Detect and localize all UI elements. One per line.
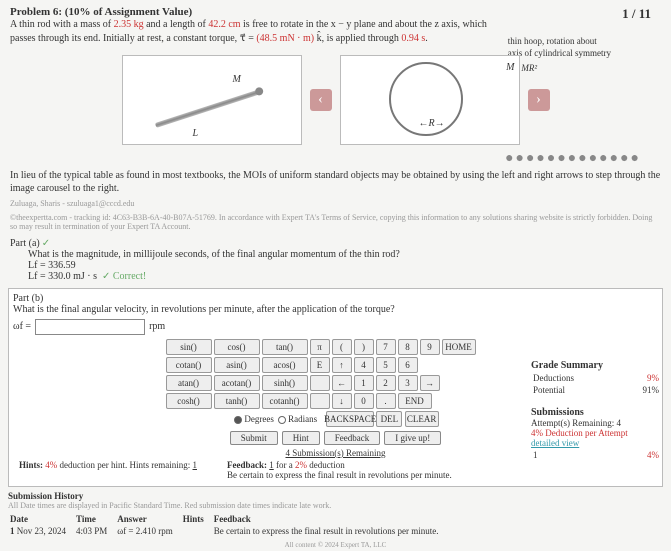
fn-asin[interactable]: asin() (214, 357, 260, 373)
angle-mode: Degrees Radians BACKSPACE DEL CLEAR (166, 411, 506, 427)
part-a-label: Part (a) (10, 238, 50, 249)
label-R: ←R→ (419, 118, 445, 129)
fn-acos[interactable]: acos() (262, 357, 308, 373)
hints-text: Hints: 4% deduction per hint. Hints rema… (19, 460, 197, 480)
attempts-remaining: Attempt(s) Remaining: 4 (531, 418, 661, 428)
problem-label: Problem 6: (10% of Assignment Value) (10, 6, 661, 18)
fn-tan[interactable]: tan() (262, 339, 308, 355)
fn-cotanh[interactable]: cotanh() (262, 393, 308, 409)
fn-cotan[interactable]: cotan() (166, 357, 212, 373)
fn-sin[interactable]: sin() (166, 339, 212, 355)
key-left[interactable]: ← (332, 375, 352, 391)
hoop-info: thin hoop, rotation about axis of cylind… (508, 36, 611, 75)
carousel-prev-button[interactable]: ‹ (310, 89, 332, 111)
page-counter: 1 / 11 (622, 6, 651, 22)
history-table: Date Time Answer Hints Feedback 1 Nov 23… (8, 512, 448, 538)
key-blank2[interactable] (310, 393, 330, 409)
calculator-pad: sin() cos() tan() π ( ) 7 8 9 HOME cotan… (166, 339, 506, 427)
key-lpar[interactable]: ( (332, 339, 352, 355)
history-header-row: Date Time Answer Hints Feedback (10, 514, 446, 524)
context-text: In lieu of the typical table as found in… (0, 167, 671, 197)
key-clear[interactable]: CLEAR (405, 411, 439, 427)
key-up[interactable]: ↑ (332, 357, 352, 373)
key-5[interactable]: 5 (376, 357, 396, 373)
answer-unit: rpm (149, 321, 165, 332)
key-4[interactable]: 4 (354, 357, 374, 373)
key-end[interactable]: END (398, 393, 432, 409)
rod-diagram: L M (122, 55, 302, 145)
key-8[interactable]: 8 (398, 339, 418, 355)
history-row: 1 Nov 23, 2024 4:03 PM ωf = 2.410 rpm Be… (10, 526, 446, 536)
answer-input[interactable] (35, 319, 145, 335)
radians-radio[interactable] (278, 416, 286, 424)
detailed-view-link[interactable]: detailed view (531, 438, 661, 448)
fn-atan[interactable]: atan() (166, 375, 212, 391)
label-M2: M (506, 62, 514, 73)
key-pi[interactable]: π (310, 339, 330, 355)
submission-history: Submission History All Date times are di… (8, 491, 663, 538)
degrees-radio[interactable] (234, 416, 242, 424)
carousel-dots[interactable]: ●●●●●●●●●●●●● (0, 151, 671, 167)
answer-row: ωf = rpm (13, 319, 658, 335)
part-a-given: Lf = 336.59 (10, 260, 661, 271)
key-rpar[interactable]: ) (354, 339, 374, 355)
key-1[interactable]: 1 (354, 375, 374, 391)
feedback-button[interactable]: Feedback (324, 431, 380, 445)
grade-summary: Grade Summary Deductions9% Potential91% … (531, 360, 661, 462)
key-dot[interactable]: . (376, 393, 396, 409)
hoop-diagram: ←R→ M (340, 55, 520, 145)
student-credit: Zuluaga, Sharis - szuluaga1@cccd.edu (0, 197, 671, 211)
feedback-text: Feedback: 1 for a 2% deduction Be certai… (227, 460, 452, 480)
label-L: L (193, 128, 199, 139)
part-b-question: What is the final angular velocity, in r… (13, 304, 658, 315)
key-home[interactable]: HOME (442, 339, 476, 355)
key-backspace[interactable]: BACKSPACE (326, 411, 374, 427)
key-down[interactable]: ↓ (332, 393, 352, 409)
history-note: All Date times are displayed in Pacific … (8, 501, 663, 510)
fn-cosh[interactable]: cosh() (166, 393, 212, 409)
part-a-question: What is the magnitude, in millijoule sec… (10, 249, 661, 260)
hint-button[interactable]: Hint (282, 431, 320, 445)
history-title: Submission History (8, 491, 83, 501)
key-0[interactable]: 0 (354, 393, 374, 409)
part-a: Part (a) What is the magnitude, in milli… (0, 234, 671, 284)
answer-var: ωf = (13, 321, 31, 332)
fn-cos[interactable]: cos() (214, 339, 260, 355)
submissions-title: Submissions (531, 407, 661, 418)
fn-tanh[interactable]: tanh() (214, 393, 260, 409)
part-a-answer: Lf = 330.0 mJ · s ✓ Correct! (10, 271, 661, 282)
key-right[interactable]: → (420, 375, 440, 391)
carousel-next-button[interactable]: › (528, 89, 550, 111)
key-7[interactable]: 7 (376, 339, 396, 355)
fn-sinh[interactable]: sinh() (262, 375, 308, 391)
label-M: M (233, 74, 241, 85)
key-9[interactable]: 9 (420, 339, 440, 355)
key-2[interactable]: 2 (376, 375, 396, 391)
key-3[interactable]: 3 (398, 375, 418, 391)
summary-title: Grade Summary (531, 360, 661, 371)
fn-acotan[interactable]: acotan() (214, 375, 260, 391)
submit-button[interactable]: Submit (230, 431, 278, 445)
part-b-label: Part (b) (13, 293, 658, 304)
copyright-line: ©theexpertta.com - tracking id: 4C63-B3B… (0, 211, 671, 234)
key-del[interactable]: DEL (376, 411, 402, 427)
giveup-button[interactable]: I give up! (384, 431, 441, 445)
key-E[interactable]: E (310, 357, 330, 373)
footer-copyright: All content © 2024 Expert TA, LLC (0, 541, 671, 549)
key-6[interactable]: 6 (398, 357, 418, 373)
rod-shape (154, 89, 260, 128)
key-blank1[interactable] (310, 375, 330, 391)
deduction-per-attempt: 4% Deduction per Attempt (531, 428, 661, 438)
